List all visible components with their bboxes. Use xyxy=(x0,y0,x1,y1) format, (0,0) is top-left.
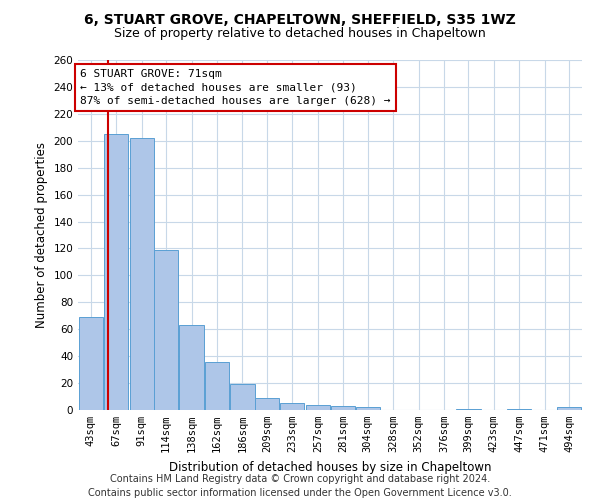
Text: Size of property relative to detached houses in Chapeltown: Size of property relative to detached ho… xyxy=(114,28,486,40)
Bar xyxy=(130,138,154,410)
Bar xyxy=(331,406,355,410)
Bar xyxy=(230,384,254,410)
Bar xyxy=(179,325,203,410)
X-axis label: Distribution of detached houses by size in Chapeltown: Distribution of detached houses by size … xyxy=(169,460,491,473)
Text: Contains HM Land Registry data © Crown copyright and database right 2024.
Contai: Contains HM Land Registry data © Crown c… xyxy=(88,474,512,498)
Bar xyxy=(205,362,229,410)
Text: 6 STUART GROVE: 71sqm
← 13% of detached houses are smaller (93)
87% of semi-deta: 6 STUART GROVE: 71sqm ← 13% of detached … xyxy=(80,70,391,106)
Bar xyxy=(356,408,380,410)
Bar xyxy=(306,404,330,410)
Text: 6, STUART GROVE, CHAPELTOWN, SHEFFIELD, S35 1WZ: 6, STUART GROVE, CHAPELTOWN, SHEFFIELD, … xyxy=(84,12,516,26)
Bar xyxy=(79,317,103,410)
Bar xyxy=(557,408,581,410)
Bar xyxy=(154,250,178,410)
Bar xyxy=(457,408,481,410)
Bar xyxy=(508,408,532,410)
Bar xyxy=(280,404,304,410)
Bar xyxy=(255,398,279,410)
Bar xyxy=(104,134,128,410)
Y-axis label: Number of detached properties: Number of detached properties xyxy=(35,142,48,328)
